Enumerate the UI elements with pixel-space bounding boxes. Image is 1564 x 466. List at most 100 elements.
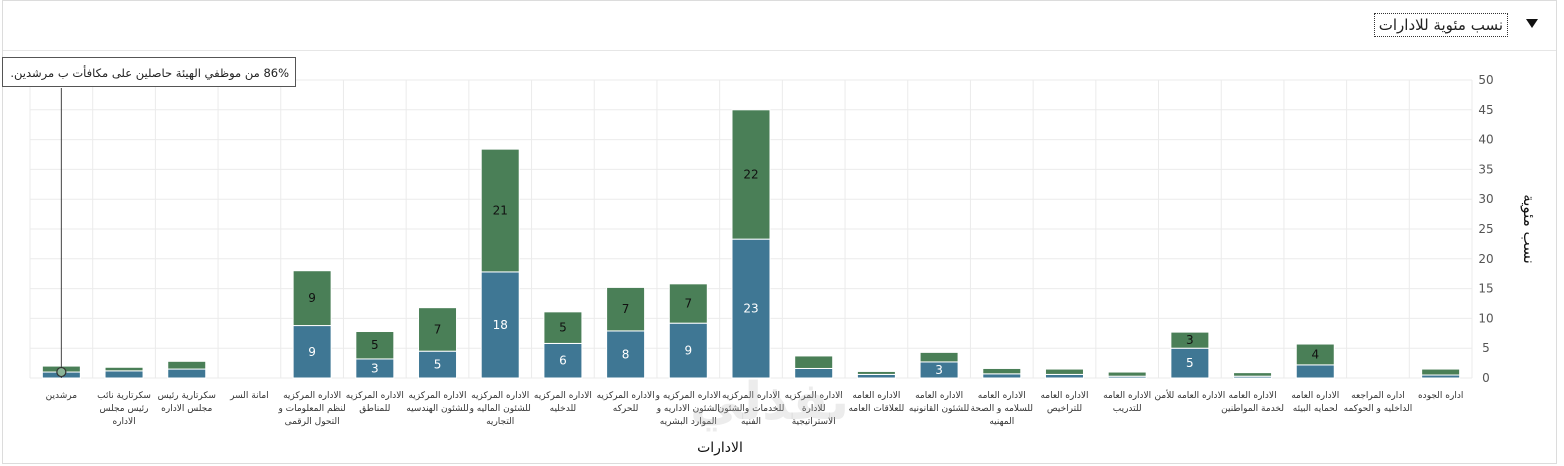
bar-segment <box>104 370 144 379</box>
x-tick-label: التجاريه <box>486 417 514 427</box>
y-tick-label: 10 <box>1478 311 1493 325</box>
x-tick-label: الاداره المركزيه <box>471 391 529 401</box>
x-tick-label: لنظم المعلومات و <box>277 404 345 414</box>
bar-segment <box>856 370 896 375</box>
x-tick-label: الاداره المركزيه و <box>655 391 721 401</box>
bar-data-label: 18 <box>493 318 508 332</box>
x-tick-label: سكرتارية رئيس <box>158 391 216 401</box>
bar-segment <box>1170 331 1210 349</box>
x-tick-label: للتدريب <box>1113 404 1142 414</box>
bar-data-label: 7 <box>622 302 630 316</box>
x-tick-label: للشئون الهندسيه <box>406 404 469 414</box>
x-tick-label: رئيس مجلس <box>100 404 149 414</box>
bar-data-label: 5 <box>559 321 567 335</box>
x-tick-label: الاداره المركزيه <box>408 391 466 401</box>
x-tick-label: اداره الجوده <box>1418 391 1463 401</box>
bar-segment <box>1421 368 1461 376</box>
bar-data-label: 7 <box>684 297 692 311</box>
bar-data-label: 5 <box>1186 356 1194 370</box>
bar-segment <box>731 109 771 240</box>
panel-title: نسب مئوية للادارات <box>1373 13 1508 37</box>
y-tick-label: 25 <box>1478 222 1493 236</box>
bar-segment <box>1295 364 1335 379</box>
bar-segment <box>1295 343 1335 366</box>
bar-segment <box>480 148 520 273</box>
x-tick-label: للتراخيص <box>1047 404 1082 414</box>
y-tick-label: 5 <box>1482 341 1490 355</box>
x-tick-label: للخدمات والشئون <box>718 404 785 414</box>
x-tick-label: الاداره المركزيه <box>597 391 655 401</box>
chart-tooltip: 86% من موظفي الهيئة حاصلين على مكافأت ب … <box>2 57 296 87</box>
bar-segment <box>104 366 144 372</box>
x-tick-label: للشئون القانونيه <box>909 404 969 414</box>
x-tick-label: الاداره العامه <box>852 391 900 401</box>
triangle-down-icon[interactable] <box>1526 19 1538 28</box>
bar-segment <box>543 342 583 379</box>
bar-segment <box>668 283 708 324</box>
x-tick-label: لخدمة المواطنين <box>1221 404 1284 414</box>
bar-data-label: 9 <box>684 344 692 358</box>
bar-segment <box>1107 371 1147 377</box>
bar-data-label: 7 <box>434 322 442 336</box>
x-tick-label: الاداره المركزيه <box>785 391 843 401</box>
bar-segment <box>292 270 332 327</box>
bar-data-label: 22 <box>743 167 758 181</box>
y-tick-label: 50 <box>1478 73 1493 87</box>
y-tick-label: 45 <box>1478 103 1493 117</box>
bar-segment <box>167 360 207 370</box>
bar-segment <box>1044 373 1084 379</box>
x-tick-label: الاستراتيجية <box>792 417 836 427</box>
bar-data-label: 3 <box>1186 333 1194 347</box>
bar-data-label: 9 <box>308 291 316 305</box>
bar-segment <box>668 322 708 379</box>
x-tick-label: سكرتارية نائب <box>97 391 151 401</box>
x-tick-label: مرشدين <box>46 391 78 401</box>
y-tick-label: 15 <box>1478 282 1493 296</box>
x-tick-label: اداره المراجعه <box>1351 391 1405 401</box>
bar-segment <box>480 271 520 379</box>
x-tick-label: الاداره <box>112 417 135 427</box>
x-tick-label: الاداره العامه <box>978 391 1026 401</box>
hover-point <box>56 366 67 378</box>
x-tick-label: للدخليه <box>550 404 577 414</box>
x-tick-label: الاداره العامه للأمن <box>1155 389 1226 401</box>
x-tick-label: التحول الرقمى <box>285 417 340 427</box>
x-tick-label: للمناطق <box>359 404 390 414</box>
x-tick-label: للشئون الماليه و <box>469 404 531 414</box>
x-tick-label: للسلامه و الصحة <box>971 404 1034 414</box>
x-tick-label: المهنيه <box>989 417 1014 427</box>
x-tick-label: الاداره العامه <box>1291 391 1339 401</box>
x-tick-label: الاداره المركزيه <box>346 391 404 401</box>
bar-data-label: 6 <box>559 354 567 368</box>
bar-segment <box>1044 368 1084 375</box>
bar-segment <box>355 331 395 360</box>
bar-data-label: 4 <box>1311 347 1319 361</box>
bar-data-label: 5 <box>434 358 442 372</box>
bar-data-label: 23 <box>743 302 758 316</box>
bar-segment <box>418 350 458 379</box>
y-tick-label: 35 <box>1478 162 1493 176</box>
y-tick-label: 0 <box>1482 371 1490 385</box>
y-tick-label: 40 <box>1478 133 1493 147</box>
header-divider <box>3 50 1556 51</box>
bar-segment <box>1233 372 1273 377</box>
bar-segment <box>856 373 896 379</box>
x-tick-label: الفنيه <box>741 417 761 427</box>
bar-data-label: 8 <box>622 347 630 361</box>
bar-segment <box>543 311 583 344</box>
bar-segment <box>1170 347 1210 379</box>
x-tick-label: للحركه <box>613 404 639 414</box>
bar-data-label: 9 <box>308 345 316 359</box>
bar-segment <box>606 286 646 332</box>
y-axis-title: نسب مئوية <box>1520 194 1538 264</box>
bar-segment <box>794 355 834 369</box>
bar-segment <box>606 330 646 379</box>
x-tick-label: للعلاقات العامه <box>848 404 904 414</box>
y-tick-label: 20 <box>1478 252 1493 266</box>
x-tick-label: الاداره المركزيه <box>534 391 592 401</box>
bar-data-label: 5 <box>371 338 379 352</box>
x-tick-label: مجلس الاداره <box>161 404 212 414</box>
x-tick-label: الاداره العامه <box>1040 391 1088 401</box>
bar-segment <box>919 351 959 363</box>
